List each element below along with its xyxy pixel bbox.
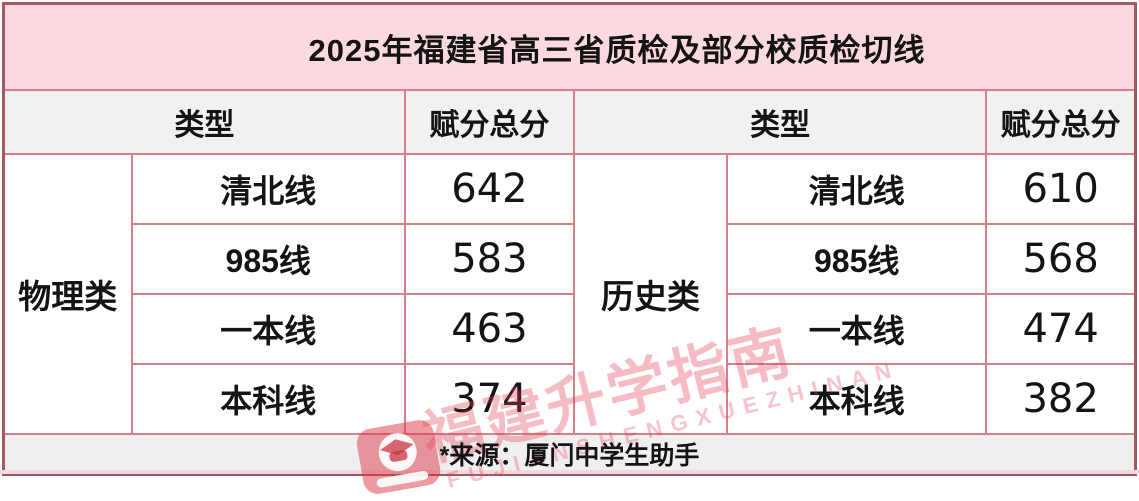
row-label: 本科线 <box>726 363 988 435</box>
row-score: 382 <box>985 363 1137 435</box>
row-score: 642 <box>403 153 575 225</box>
row-label: 清北线 <box>726 153 988 225</box>
bottom-edge-strip <box>0 470 1139 474</box>
row-score: 374 <box>403 363 575 435</box>
footer-row: *来源：厦门中学生助手 <box>2 433 1137 476</box>
table-row: 物理类 清北线 642 历史类 清北线 610 <box>2 153 1137 435</box>
row-label: 985线 <box>726 223 988 295</box>
source-note: *来源：厦门中学生助手 <box>439 442 700 470</box>
row-label: 本科线 <box>130 363 406 435</box>
table-row: 985线 583 985线 568 <box>4 223 1137 295</box>
row-label: 一本线 <box>726 293 988 365</box>
row-score: 474 <box>985 293 1137 365</box>
row-score: 610 <box>985 153 1137 225</box>
header-row: 类型 赋分总分 类型 赋分总分 <box>2 89 1137 155</box>
table-row: 本科线 374 本科线 382 <box>4 363 1137 435</box>
row-label: 985线 <box>130 223 406 295</box>
row-label: 清北线 <box>130 153 406 225</box>
header-type-left: 类型 <box>2 89 406 155</box>
header-score-left: 赋分总分 <box>403 89 575 155</box>
row-score: 568 <box>985 223 1137 295</box>
category-physics: 物理类 <box>2 153 133 435</box>
source-note-cell: *来源：厦门中学生助手 <box>2 433 1137 476</box>
header-score-right: 赋分总分 <box>985 89 1137 155</box>
cutoff-score-table: 2025年福建省高三省质检及部分校质检切线 类型 赋分总分 类型 赋分总分 物理… <box>2 2 1137 476</box>
category-history: 历史类 <box>572 153 729 435</box>
page-title: 2025年福建省高三省质检及部分校质检切线 <box>2 2 1137 91</box>
row-score: 463 <box>403 293 575 365</box>
row-score: 583 <box>403 223 575 295</box>
table-row: 一本线 463 一本线 474 <box>4 293 1137 365</box>
header-type-right: 类型 <box>572 89 988 155</box>
title-row: 2025年福建省高三省质检及部分校质检切线 <box>2 2 1137 91</box>
row-label: 一本线 <box>130 293 406 365</box>
